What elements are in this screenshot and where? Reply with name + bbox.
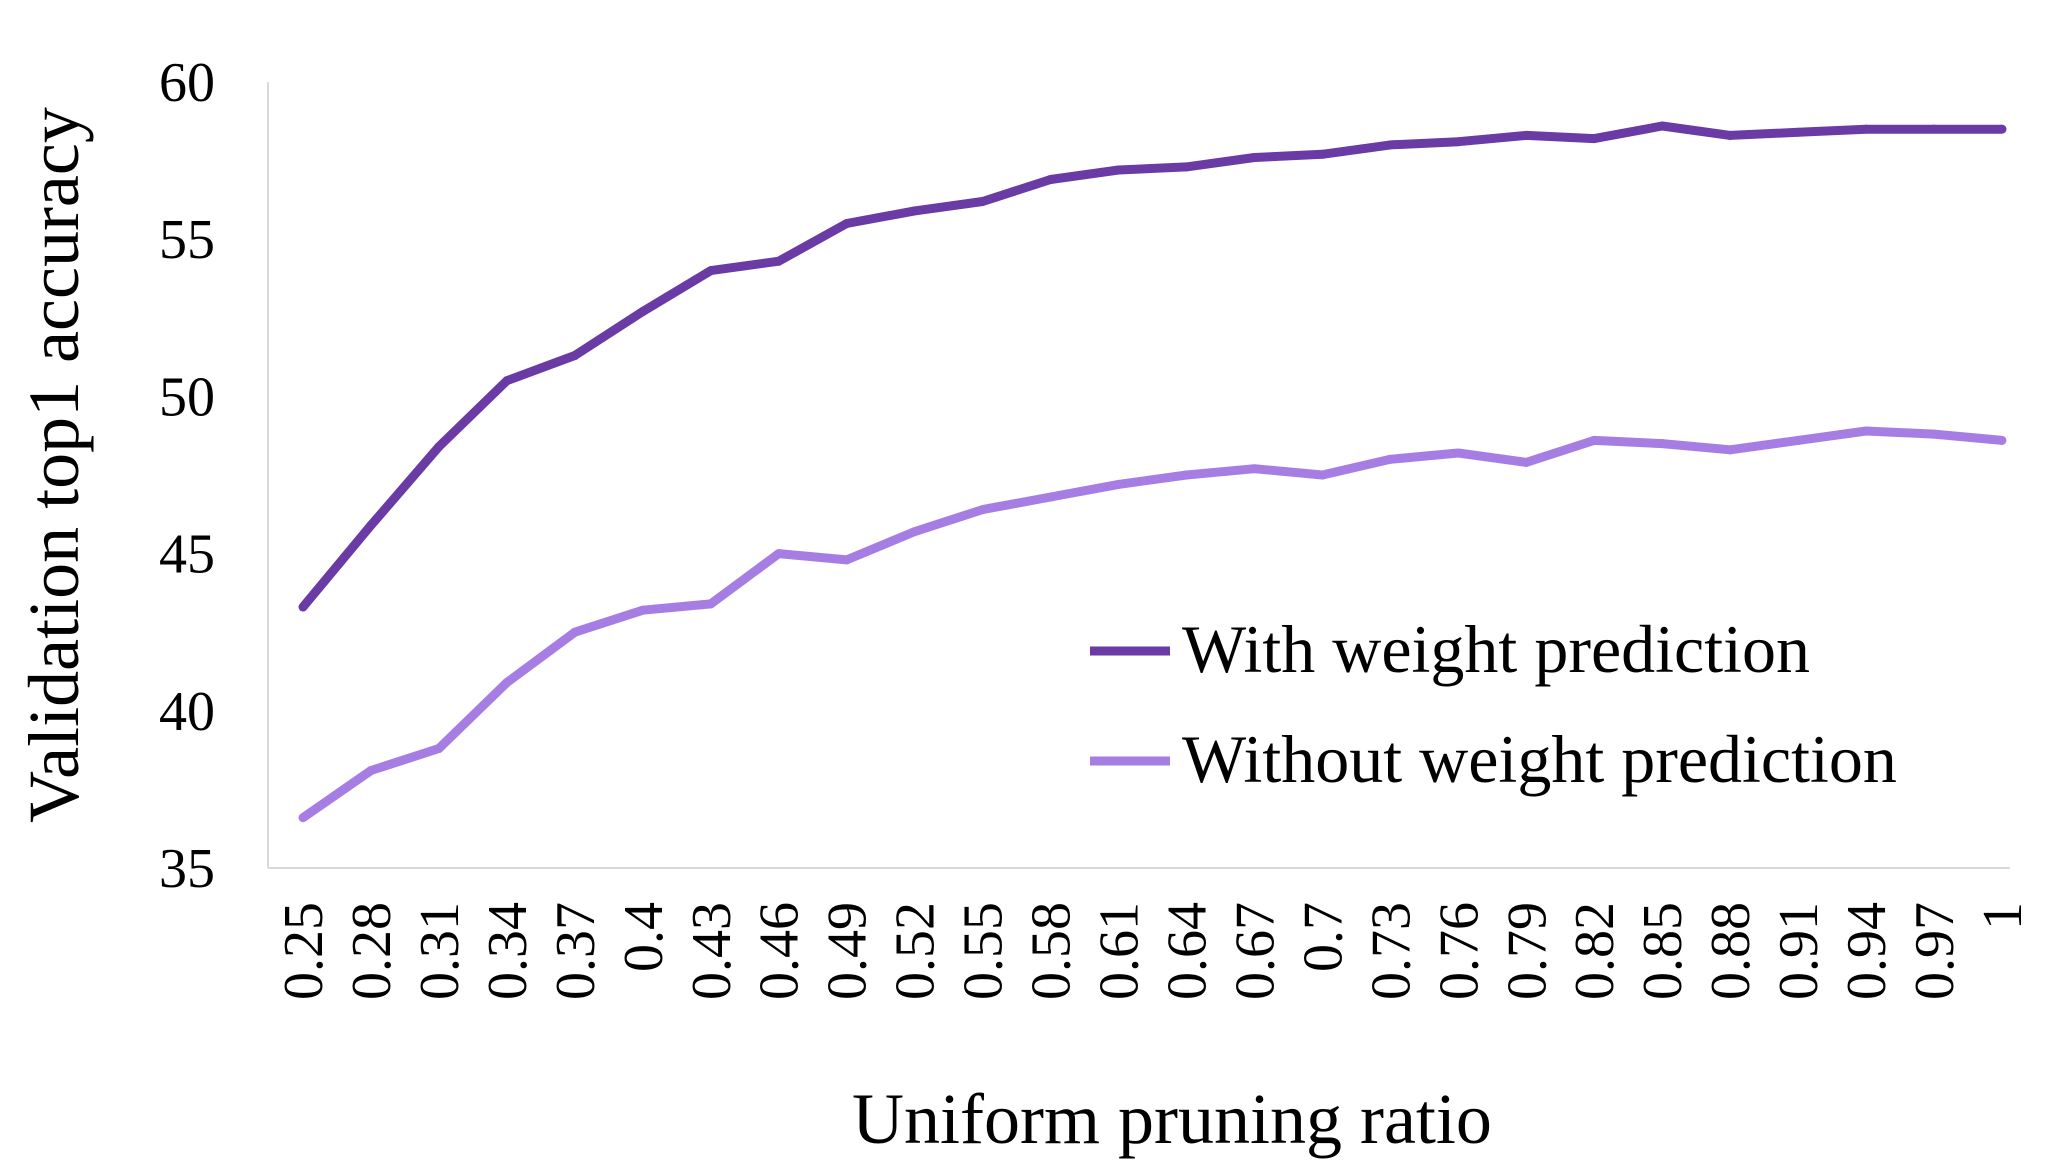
- data-point-without-weight-prediction: [1589, 435, 1599, 445]
- data-point-without-weight-prediction: [1521, 457, 1531, 467]
- x-axis-title: Uniform pruning ratio: [852, 1079, 1492, 1159]
- x-tick-label: 0.28: [341, 902, 403, 1000]
- data-point-with-weight-prediction: [298, 602, 308, 612]
- data-point-without-weight-prediction: [1793, 435, 1803, 445]
- data-point-without-weight-prediction: [1249, 464, 1259, 474]
- data-point-with-weight-prediction: [1317, 149, 1327, 159]
- data-point-without-weight-prediction: [910, 527, 920, 537]
- data-point-with-weight-prediction: [434, 442, 444, 452]
- x-tick-label: 0.25: [273, 902, 335, 1000]
- data-point-with-weight-prediction: [706, 266, 716, 276]
- data-point-without-weight-prediction: [502, 678, 512, 688]
- series-line-with-weight-prediction: [299, 121, 2002, 610]
- axes: [267, 82, 2010, 869]
- y-tick-label: 50: [159, 366, 215, 428]
- x-tick-label: 0.31: [409, 902, 471, 1000]
- data-point-with-weight-prediction: [1657, 121, 1667, 131]
- data-point-with-weight-prediction: [910, 206, 920, 216]
- data-point-with-weight-prediction: [1046, 174, 1056, 184]
- data-point-with-weight-prediction: [1793, 127, 1803, 137]
- data-point-without-weight-prediction: [1657, 439, 1667, 449]
- data-point-without-weight-prediction: [706, 599, 716, 609]
- x-tick-label: 0.91: [1768, 902, 1830, 1000]
- data-point-with-weight-prediction: [1589, 134, 1599, 144]
- data-point-with-weight-prediction: [1453, 137, 1463, 147]
- data-point-with-weight-prediction: [1181, 162, 1191, 172]
- x-tick-label: 0.37: [545, 902, 607, 1000]
- x-tick-labels: 0.25 0.28 0.31 0.34 0.37 0.4 0.43 0.46 0.49 0.52 0…: [273, 902, 2034, 1000]
- x-tick-label: 1: [1972, 902, 2034, 930]
- data-point-with-weight-prediction: [1385, 140, 1395, 150]
- x-tick-label: 0.82: [1564, 902, 1626, 1000]
- data-point-without-weight-prediction: [842, 555, 852, 565]
- x-tick-label: 0.49: [817, 902, 879, 1000]
- data-point-without-weight-prediction: [1453, 448, 1463, 458]
- legend-label-without-weight-prediction: Without weight prediction: [1182, 721, 1897, 797]
- data-point-without-weight-prediction: [1997, 435, 2007, 445]
- x-tick-label: 0.43: [681, 902, 743, 1000]
- x-tick-label: 0.76: [1428, 902, 1490, 1000]
- data-point-without-weight-prediction: [1929, 429, 1939, 439]
- data-point-with-weight-prediction: [978, 196, 988, 206]
- y-tick-label: 60: [159, 52, 215, 114]
- x-tick-label: 0.64: [1156, 902, 1218, 1000]
- data-point-without-weight-prediction: [1114, 479, 1124, 489]
- x-tick-label: 0.79: [1496, 902, 1558, 1000]
- x-tick-label: 0.61: [1089, 902, 1151, 1000]
- data-point-without-weight-prediction: [1861, 426, 1871, 436]
- x-tick-label: 0.85: [1632, 902, 1694, 1000]
- x-tick-label: 0.73: [1360, 902, 1422, 1000]
- y-tick-label: 40: [159, 681, 215, 743]
- x-tick-label: 0.34: [477, 902, 539, 1000]
- data-point-without-weight-prediction: [366, 766, 376, 776]
- data-point-with-weight-prediction: [1249, 152, 1259, 162]
- data-point-with-weight-prediction: [1861, 124, 1871, 134]
- data-point-without-weight-prediction: [774, 549, 784, 559]
- data-point-with-weight-prediction: [1997, 124, 2007, 134]
- data-point-with-weight-prediction: [570, 351, 580, 361]
- x-tick-label: 0.55: [953, 902, 1015, 1000]
- data-point-without-weight-prediction: [1181, 470, 1191, 480]
- data-point-without-weight-prediction: [638, 605, 648, 615]
- data-point-without-weight-prediction: [1385, 454, 1395, 464]
- data-point-without-weight-prediction: [570, 627, 580, 637]
- series-lines: [298, 121, 2007, 823]
- y-tick-label: 45: [159, 524, 215, 586]
- x-tick-label: 0.88: [1700, 902, 1762, 1000]
- x-tick-label: 0.67: [1224, 902, 1286, 1000]
- x-tick-label: 0.58: [1021, 902, 1083, 1000]
- y-tick-label: 35: [159, 838, 215, 900]
- data-point-with-weight-prediction: [774, 256, 784, 266]
- data-point-with-weight-prediction: [502, 376, 512, 386]
- data-point-with-weight-prediction: [1114, 165, 1124, 175]
- data-point-without-weight-prediction: [298, 813, 308, 823]
- x-tick-label: 0.4: [613, 902, 675, 972]
- legend-label-with-weight-prediction: With weight prediction: [1182, 611, 1810, 687]
- data-point-with-weight-prediction: [1929, 124, 1939, 134]
- data-point-with-weight-prediction: [842, 218, 852, 228]
- data-point-with-weight-prediction: [366, 520, 376, 530]
- data-point-without-weight-prediction: [978, 505, 988, 515]
- x-tick-label: 0.97: [1904, 902, 1966, 1000]
- legend: With weight prediction Without weight pr…: [1090, 611, 1897, 797]
- y-tick-labels: 35 40 45 50 55 60: [159, 52, 215, 900]
- x-tick-label: 0.46: [749, 902, 811, 1000]
- y-axis-title: Validation top1 accuracy: [14, 107, 94, 823]
- data-point-with-weight-prediction: [1521, 130, 1531, 140]
- series-line-without-weight-prediction: [300, 426, 2003, 822]
- data-point-without-weight-prediction: [434, 744, 444, 754]
- y-tick-label: 55: [159, 209, 215, 271]
- x-tick-label: 0.7: [1292, 902, 1354, 972]
- data-point-without-weight-prediction: [1046, 492, 1056, 502]
- data-point-with-weight-prediction: [638, 307, 648, 317]
- data-point-without-weight-prediction: [1725, 445, 1735, 455]
- x-tick-label: 0.52: [885, 902, 947, 1000]
- data-point-without-weight-prediction: [1317, 470, 1327, 480]
- data-point-with-weight-prediction: [1725, 130, 1735, 140]
- x-tick-label: 0.94: [1836, 902, 1898, 1000]
